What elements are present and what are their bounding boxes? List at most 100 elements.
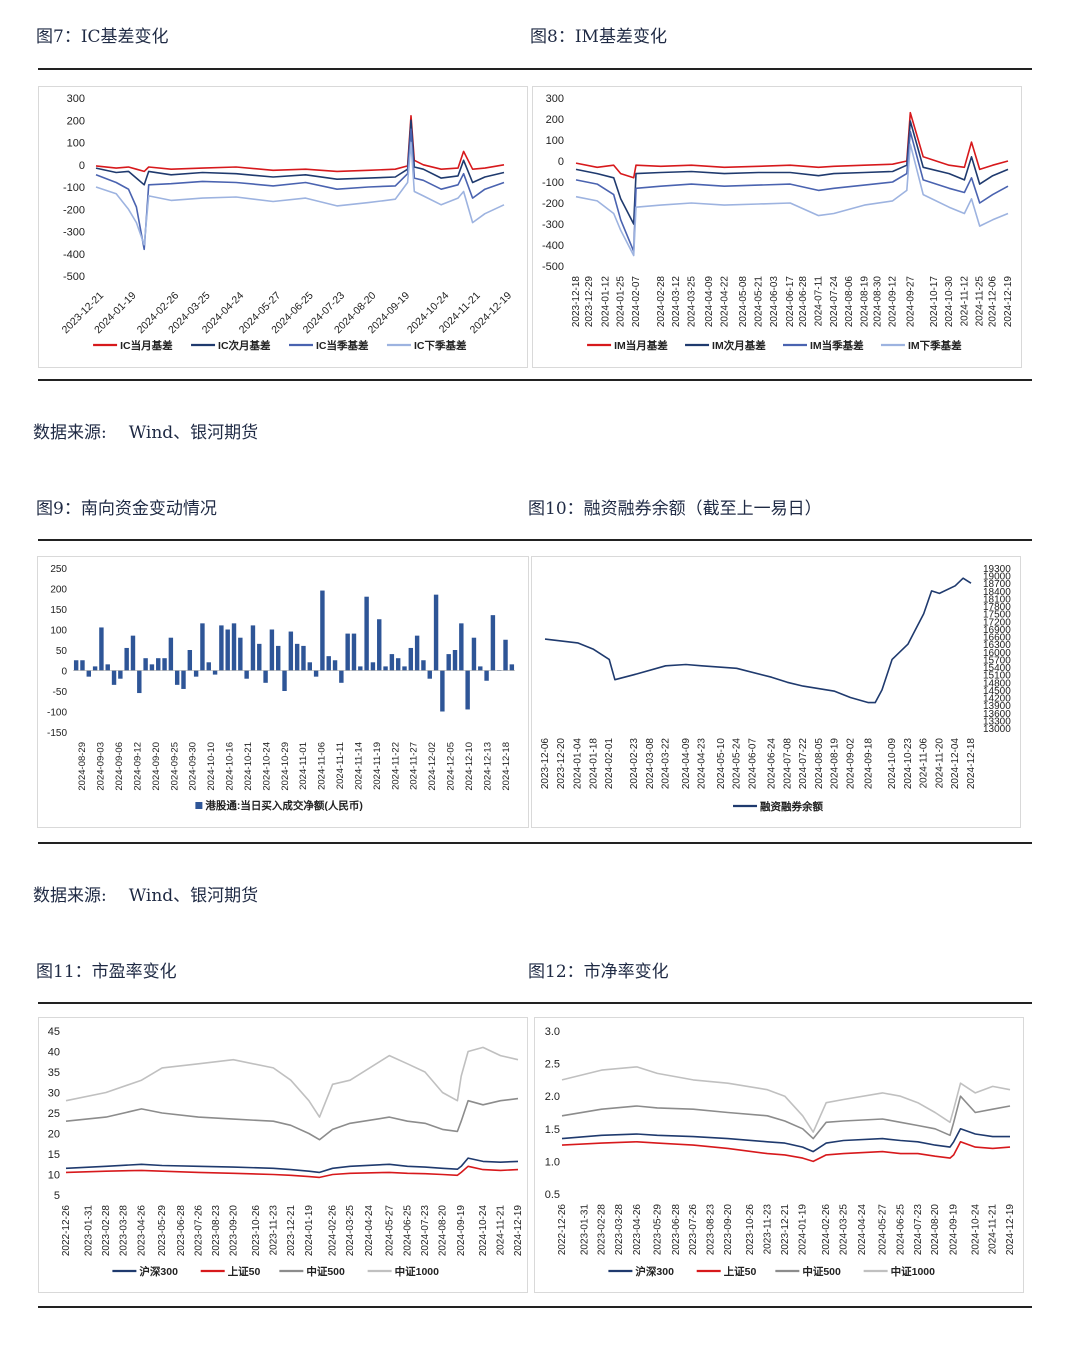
x-tick-label: 2024-02-28: [656, 276, 667, 328]
bar-mark: [231, 623, 237, 671]
legend-label: 融资融券余额: [760, 800, 823, 813]
y-tick-label: 0: [558, 156, 564, 168]
y-tick-label: 14200: [983, 694, 1011, 705]
bar-mark: [244, 670, 249, 679]
x-tick-label: 2024-11-22: [390, 742, 401, 790]
x-tick-label: 2023-10-26: [745, 1204, 756, 1256]
y-tick-label: 0: [79, 160, 85, 172]
x-tick-label: 2024-10-23: [903, 738, 914, 790]
source-note-2: 数据来源: Wind、银河期货: [33, 881, 258, 906]
x-tick-label: 2024-06-25: [895, 1204, 906, 1256]
rule-bottom-2: [38, 842, 1032, 844]
bar-mark: [301, 645, 306, 671]
y-tick-label: 2.0: [545, 1091, 560, 1103]
bar-mark: [212, 670, 218, 675]
y-tick-label: 17200: [983, 617, 1011, 628]
chart-frame: [531, 556, 1021, 828]
x-tick-label: 2024-09-12: [132, 742, 143, 791]
x-tick-label: 2024-12-06: [988, 276, 999, 328]
x-tick-label: 2024-12-05: [446, 742, 457, 791]
x-tick-label: 2024-08-20: [437, 1205, 448, 1257]
x-tick-label: 2023-04-26: [632, 1204, 643, 1256]
source-note-1: 数据来源: Wind、银河期货: [33, 418, 258, 443]
x-tick-label: 2024-12-04: [950, 738, 961, 790]
x-tick-label: 2024-05-27: [878, 1204, 889, 1256]
bar-mark: [307, 662, 312, 671]
x-tick-label: 2024-03-25: [839, 1204, 850, 1256]
caption-fig11: 图11：市盈率变化: [36, 962, 177, 982]
x-tick-label: 2024-07-24: [829, 276, 840, 328]
bar-mark: [377, 619, 382, 671]
chart-margin-balance: 1930019000187001840018100178001750017200…: [531, 556, 1021, 828]
bar-mark: [162, 658, 167, 671]
x-tick-label: 2024-07-11: [813, 276, 824, 327]
source-text: Wind、银河期货: [128, 886, 259, 906]
bar-mark: [92, 666, 98, 671]
bar-mark: [503, 639, 508, 671]
bar-mark: [181, 670, 186, 689]
x-tick-label: 2023-07-26: [688, 1204, 699, 1256]
x-tick-label: 2023-12-18: [571, 276, 582, 328]
bar-mark: [137, 670, 142, 694]
y-tick-label: -100: [542, 177, 564, 189]
x-tick-label: 2024-05-27: [384, 1205, 395, 1257]
x-tick-label: 2024-05-10: [716, 738, 727, 790]
bar-mark: [465, 670, 470, 710]
x-tick-label: 2024-09-19: [949, 1204, 960, 1256]
x-tick-label: 2024-03-22: [661, 738, 672, 790]
legend-label: IM当月基差: [614, 339, 668, 352]
x-tick-label: 2024-04-09: [704, 276, 715, 328]
x-tick-label: 2023-10-26: [251, 1205, 262, 1257]
bar-mark: [427, 670, 432, 679]
x-tick-label: 2023-11-23: [268, 1205, 279, 1256]
x-tick-label: 2024-11-20: [934, 738, 945, 789]
x-tick-label: 2024-10-24: [261, 742, 272, 791]
bar-mark: [200, 623, 205, 671]
x-tick-label: 2024-05-21: [753, 276, 764, 328]
y-tick-label: 50: [56, 646, 68, 657]
x-tick-label: 2023-05-29: [157, 1205, 168, 1257]
source-text: Wind、银河期货: [128, 423, 259, 443]
y-tick-label: -150: [47, 728, 67, 739]
x-tick-label: 2024-11-21: [496, 1205, 507, 1256]
bar-mark: [459, 623, 464, 671]
y-tick-label: -50: [53, 687, 68, 698]
y-tick-label: 300: [546, 93, 564, 105]
series-line: [65, 1097, 519, 1141]
y-tick-label: -300: [542, 219, 564, 231]
y-tick-label: -500: [542, 261, 564, 273]
x-tick-label: 2024-08-29: [77, 742, 88, 791]
bar-mark: [143, 658, 148, 671]
legend-label: 中证1000: [395, 1265, 440, 1278]
bar-mark: [156, 658, 161, 671]
y-tick-label: 18400: [983, 587, 1011, 598]
x-tick-label: 2024-04-24: [857, 1204, 868, 1256]
x-tick-label: 2023-11-23: [762, 1204, 773, 1255]
y-tick-label: 100: [546, 135, 564, 147]
y-tick-label: 19300: [983, 564, 1011, 575]
x-tick-label: 2024-11-27: [409, 742, 420, 790]
x-tick-label: 2024-07-22: [798, 738, 809, 790]
y-tick-label: 15: [48, 1149, 60, 1161]
legend-label: IM下季基差: [908, 339, 962, 352]
y-tick-label: 13000: [983, 724, 1011, 735]
legend-label: 中证1000: [891, 1265, 936, 1278]
series-line: [95, 141, 505, 246]
series-line: [575, 111, 1009, 179]
series-line: [65, 1157, 519, 1174]
caption-fig9: 图9：南向资金变动情况: [36, 499, 217, 519]
series-line: [544, 577, 972, 704]
x-tick-label: 2023-03-28: [118, 1205, 129, 1257]
rule-top-3: [38, 1002, 1032, 1004]
y-tick-label: 150: [50, 605, 67, 616]
x-tick-label: 2024-09-20: [151, 742, 162, 791]
bar-mark: [408, 647, 414, 671]
x-tick-label: 2024-03-25: [345, 1205, 356, 1257]
bar-mark: [149, 664, 155, 671]
y-tick-label: 5: [54, 1190, 60, 1202]
x-tick-label: 2024-10-30: [944, 276, 955, 328]
y-tick-label: -300: [63, 227, 85, 239]
y-tick-label: -400: [63, 249, 85, 261]
series-line: [561, 1141, 1011, 1163]
